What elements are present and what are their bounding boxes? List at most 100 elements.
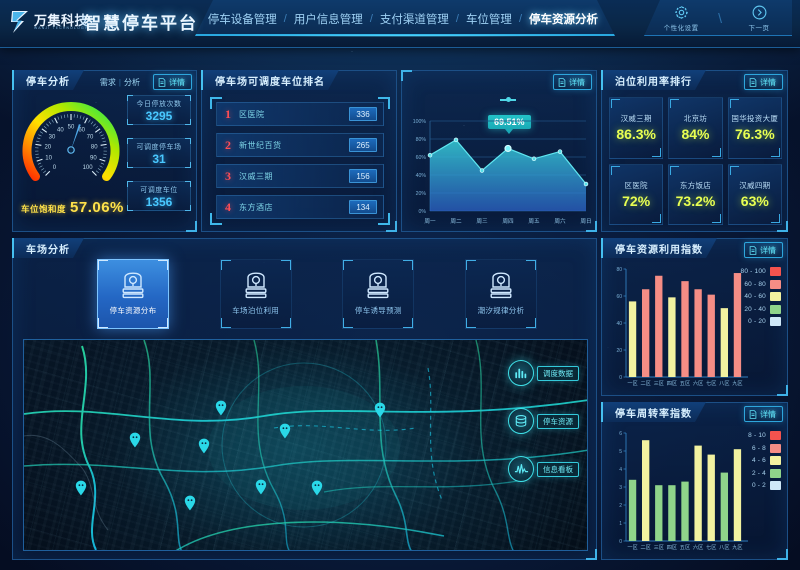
detail-button-occupancy[interactable]: 详情 xyxy=(744,74,783,90)
location-pin-icon xyxy=(129,432,141,448)
tools-separator: \ xyxy=(718,10,722,26)
svg-text:20: 20 xyxy=(616,348,622,354)
next-page-label: 下一页 xyxy=(748,25,770,32)
map-button-1[interactable]: 停车资源 xyxy=(508,408,579,434)
parking-meter-icon xyxy=(245,272,267,299)
city-map[interactable]: 调度数据停车资源信息看板 xyxy=(23,339,588,551)
svg-text:一区: 一区 xyxy=(627,544,637,551)
panel-title-occupancy: 泊位利用率排行 xyxy=(601,70,706,90)
lot-analysis-tab-3[interactable]: 潮汐规律分析 xyxy=(464,259,537,329)
occupancy-card[interactable]: 汉威三期 86.3% xyxy=(609,97,664,159)
detail-button-turnover-index[interactable]: 详情 xyxy=(744,406,783,422)
document-icon xyxy=(749,77,757,87)
gauge-readout: 车位饱和度 57.06% xyxy=(21,199,124,216)
legend-swatch xyxy=(770,292,781,301)
occupancy-card[interactable]: 北京坊 84% xyxy=(668,97,723,159)
map-button-label: 调度数据 xyxy=(537,365,579,381)
map-roads-svg xyxy=(24,340,587,550)
bar-chart-icon xyxy=(515,368,527,379)
lot-analysis-tab-1[interactable]: 车场泊位利用 xyxy=(219,259,292,329)
occupancy-card[interactable]: 汉威四期 63% xyxy=(727,163,782,225)
detail-button-parking-analysis[interactable]: 详情 xyxy=(153,74,192,90)
occupancy-card[interactable]: 东方饭店 73.2% xyxy=(668,163,723,225)
occupancy-card-value: 73.2% xyxy=(675,192,716,209)
svg-text:八区: 八区 xyxy=(719,380,729,387)
detail-button-label: 详情 xyxy=(760,245,776,255)
nav-item-0[interactable]: 停车设备管理 xyxy=(207,14,277,26)
next-page-button[interactable]: 下一页 xyxy=(732,4,786,32)
detail-button-label: 详情 xyxy=(169,77,185,87)
legend-item: 40 - 60 xyxy=(741,292,781,301)
legend-swatch xyxy=(770,431,781,440)
toggle-demand[interactable]: 需求 xyxy=(99,78,116,87)
rank-number: 4 xyxy=(225,199,231,214)
occupancy-card[interactable]: 区医院 72% xyxy=(609,163,664,225)
occupancy-card-name: 东方饭店 xyxy=(679,180,712,190)
svg-text:六区: 六区 xyxy=(693,379,703,387)
map-pin[interactable] xyxy=(75,480,87,496)
gear-icon xyxy=(674,5,688,20)
svg-text:50: 50 xyxy=(68,125,75,131)
svg-text:周一: 周一 xyxy=(424,218,436,225)
svg-text:100%: 100% xyxy=(413,119,427,125)
ranking-row[interactable]: 2 新世纪百货 265 xyxy=(216,133,384,157)
lot-analysis-tab-2[interactable]: 停车诱导预测 xyxy=(342,259,415,329)
legend-label: 80 - 100 xyxy=(740,268,766,275)
svg-text:40%: 40% xyxy=(416,173,427,179)
nav-item-4[interactable]: 停车资源分析 xyxy=(529,14,598,26)
svg-text:七区: 七区 xyxy=(706,543,716,551)
stat-label: 今日停放次数 xyxy=(136,101,182,108)
svg-text:90: 90 xyxy=(90,155,97,161)
ranking-row[interactable]: 1 区医院 336 xyxy=(216,102,384,126)
main-navigation: 停车设备管理 / 用户信息管理 / 支付渠道管理 / 车位管理 / 停车资源分析 xyxy=(205,9,605,29)
svg-text:30: 30 xyxy=(49,134,56,140)
svg-text:0: 0 xyxy=(619,375,622,381)
rank-lot-name: 汉威三期 xyxy=(239,171,273,181)
nav-item-2[interactable]: 支付渠道管理 xyxy=(379,14,449,26)
svg-text:40: 40 xyxy=(616,321,622,327)
legend-swatch xyxy=(770,443,781,453)
occupancy-card[interactable]: 国华投资大厦 76.3% xyxy=(727,97,782,159)
map-button-label: 停车资源 xyxy=(537,413,579,429)
settings-button[interactable]: 个性化设置 xyxy=(654,4,708,32)
map-pin[interactable] xyxy=(129,432,141,448)
svg-text:四区: 四区 xyxy=(667,544,677,551)
ranking-row[interactable]: 4 东方酒店 134 xyxy=(216,195,384,219)
legend-label: 8 - 10 xyxy=(748,432,766,439)
map-button-icon-circle xyxy=(508,408,534,434)
map-button-0[interactable]: 调度数据 xyxy=(508,360,579,386)
rank-value: 134 xyxy=(349,200,377,214)
map-pin[interactable] xyxy=(279,423,291,439)
map-pin[interactable] xyxy=(255,479,267,495)
turnover-index-legend: 8 - 10 6 - 8 4 - 6 2 - 4 0 - 2 xyxy=(748,431,781,494)
chart-tooltip: 69.51% xyxy=(488,115,531,134)
ranking-row[interactable]: 3 汉威三期 156 xyxy=(216,164,384,188)
map-pin[interactable] xyxy=(311,480,323,496)
map-pin[interactable] xyxy=(374,402,386,418)
map-button-2[interactable]: 信息看板 xyxy=(508,456,579,482)
map-pin[interactable] xyxy=(215,400,227,416)
location-pin-icon xyxy=(198,438,210,454)
lot-analysis-tab-0[interactable]: 停车资源分布 xyxy=(97,259,169,329)
svg-text:40: 40 xyxy=(57,127,64,133)
legend-label: 2 - 4 xyxy=(751,469,766,477)
demand-analysis-toggle[interactable]: 需求 | 分析 xyxy=(100,77,140,88)
tab-label: 潮汐规律分析 xyxy=(477,306,525,315)
detail-button-resource-index[interactable]: 详情 xyxy=(744,242,783,258)
lot-analysis-tabs: 停车资源分布 车场泊位利用 停车诱导预测 潮汐规律分析 xyxy=(97,259,537,331)
legend-label: 0 - 20 xyxy=(748,318,766,325)
legend-marker xyxy=(500,97,516,102)
occupancy-card-value: 84% xyxy=(681,126,710,143)
toggle-analysis[interactable]: 分析 xyxy=(124,78,140,87)
svg-text:70: 70 xyxy=(87,134,94,140)
map-pin[interactable] xyxy=(184,495,196,511)
nav-item-1[interactable]: 用户信息管理 xyxy=(293,14,363,26)
location-pin-icon xyxy=(215,400,227,416)
legend-swatch xyxy=(770,267,781,276)
panel-title-parking-analysis: 停车分析 xyxy=(12,70,84,90)
nav-item-3[interactable]: 车位管理 xyxy=(465,14,512,26)
detail-button-line-chart[interactable]: 详情 xyxy=(553,74,592,90)
panel-turnover-index: 停车周转率指数 详情 8 - 10 6 - 8 4 - 6 2 - 4 0 - 2 0 1… xyxy=(601,402,788,560)
svg-text:20%: 20% xyxy=(416,191,427,197)
map-pin[interactable] xyxy=(198,438,210,454)
